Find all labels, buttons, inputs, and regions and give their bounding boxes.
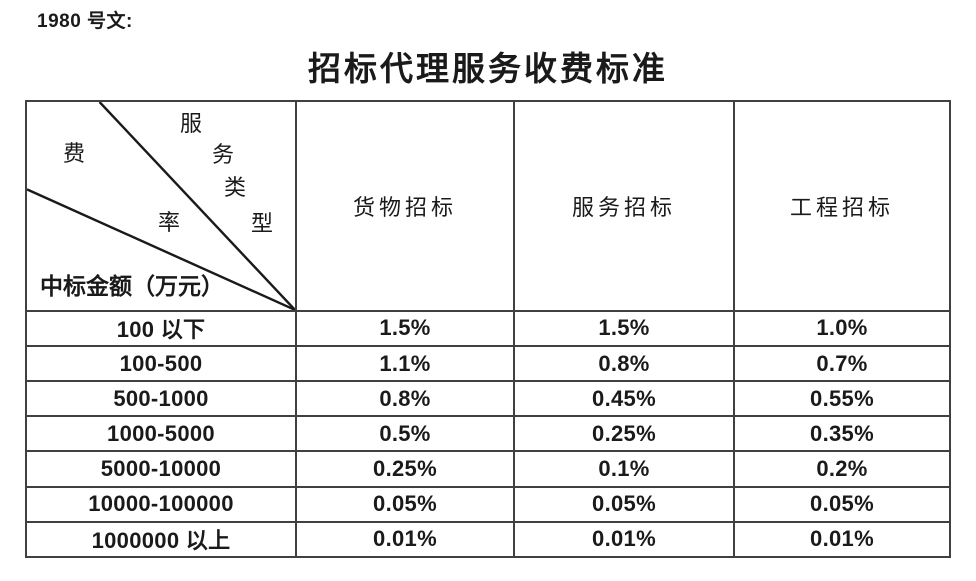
table-header-row: 服 务 类 型 费 率 中标金额（万元） 货物招标 服务招标 工程招标 <box>25 100 951 312</box>
table-row: 10000-100000 0.05% 0.05% 0.05% <box>25 485 951 523</box>
rate-cell-services: 0.1% <box>513 450 735 488</box>
fee-rate-label-char-1: 费 <box>63 141 86 166</box>
fee-rate-label-char-2: 率 <box>158 210 181 235</box>
rate-cell-goods: 1.1% <box>295 345 515 383</box>
amount-range-cell: 10000-100000 <box>25 485 297 523</box>
amount-range-cell: 100-500 <box>25 345 297 383</box>
rate-cell-goods: 0.25% <box>295 450 515 488</box>
diagonal-line-lower <box>28 188 294 309</box>
table-row: 1000000 以上 0.01% 0.01% 0.01% <box>25 520 951 559</box>
service-type-label-char-2: 务 <box>212 142 235 167</box>
amount-range-cell: 5000-10000 <box>25 450 297 488</box>
rate-cell-works: 0.01% <box>733 520 951 559</box>
table-row: 500-1000 0.8% 0.45% 0.55% <box>25 380 951 418</box>
rate-cell-works: 0.2% <box>733 450 951 488</box>
diagonal-corner-cell: 服 务 类 型 费 率 中标金额（万元） <box>25 100 297 312</box>
amount-range-cell: 500-1000 <box>25 380 297 418</box>
table-row: 1000-5000 0.5% 0.25% 0.35% <box>25 415 951 453</box>
table-row: 100 以下 1.5% 1.5% 1.0% <box>25 309 951 348</box>
rate-cell-services: 0.25% <box>513 415 735 453</box>
rate-cell-goods: 0.5% <box>295 415 515 453</box>
service-type-label-char-4: 型 <box>251 211 274 236</box>
rate-cell-goods: 0.8% <box>295 380 515 418</box>
rate-cell-works: 0.55% <box>733 380 951 418</box>
table-row: 5000-10000 0.25% 0.1% 0.2% <box>25 450 951 488</box>
amount-axis-label: 中标金额（万元） <box>40 274 224 299</box>
rate-cell-services: 0.01% <box>513 520 735 559</box>
page-title: 招标代理服务收费标准 <box>308 52 668 88</box>
fee-rate-table: 服 务 类 型 费 率 中标金额（万元） 货物招标 服务招标 工程招标 100 … <box>25 100 951 559</box>
col-header-works-bidding: 工程招标 <box>733 100 951 312</box>
rate-cell-services: 0.05% <box>513 485 735 523</box>
rate-cell-goods: 0.05% <box>295 485 515 523</box>
amount-range-cell: 100 以下 <box>25 309 297 348</box>
amount-range-cell: 1000-5000 <box>25 415 297 453</box>
rate-cell-services: 0.45% <box>513 380 735 418</box>
service-type-label-char-3: 类 <box>224 175 247 200</box>
rate-cell-works: 0.05% <box>733 485 951 523</box>
rate-cell-works: 1.0% <box>733 309 951 348</box>
col-header-goods-bidding: 货物招标 <box>295 100 515 312</box>
doc-number: 1980 号文: <box>37 11 133 32</box>
rate-cell-works: 0.35% <box>733 415 951 453</box>
rate-cell-goods: 1.5% <box>295 309 515 348</box>
rate-cell-services: 1.5% <box>513 309 735 348</box>
rate-cell-goods: 0.01% <box>295 520 515 559</box>
amount-range-cell: 1000000 以上 <box>25 520 297 559</box>
service-type-label-char-1: 服 <box>180 111 203 136</box>
rate-cell-services: 0.8% <box>513 345 735 383</box>
col-header-services-bidding: 服务招标 <box>513 100 735 312</box>
diagonal-line-upper <box>98 102 294 309</box>
table-row: 100-500 1.1% 0.8% 0.7% <box>25 345 951 383</box>
diagonal-split-lines <box>28 102 294 309</box>
rate-cell-works: 0.7% <box>733 345 951 383</box>
